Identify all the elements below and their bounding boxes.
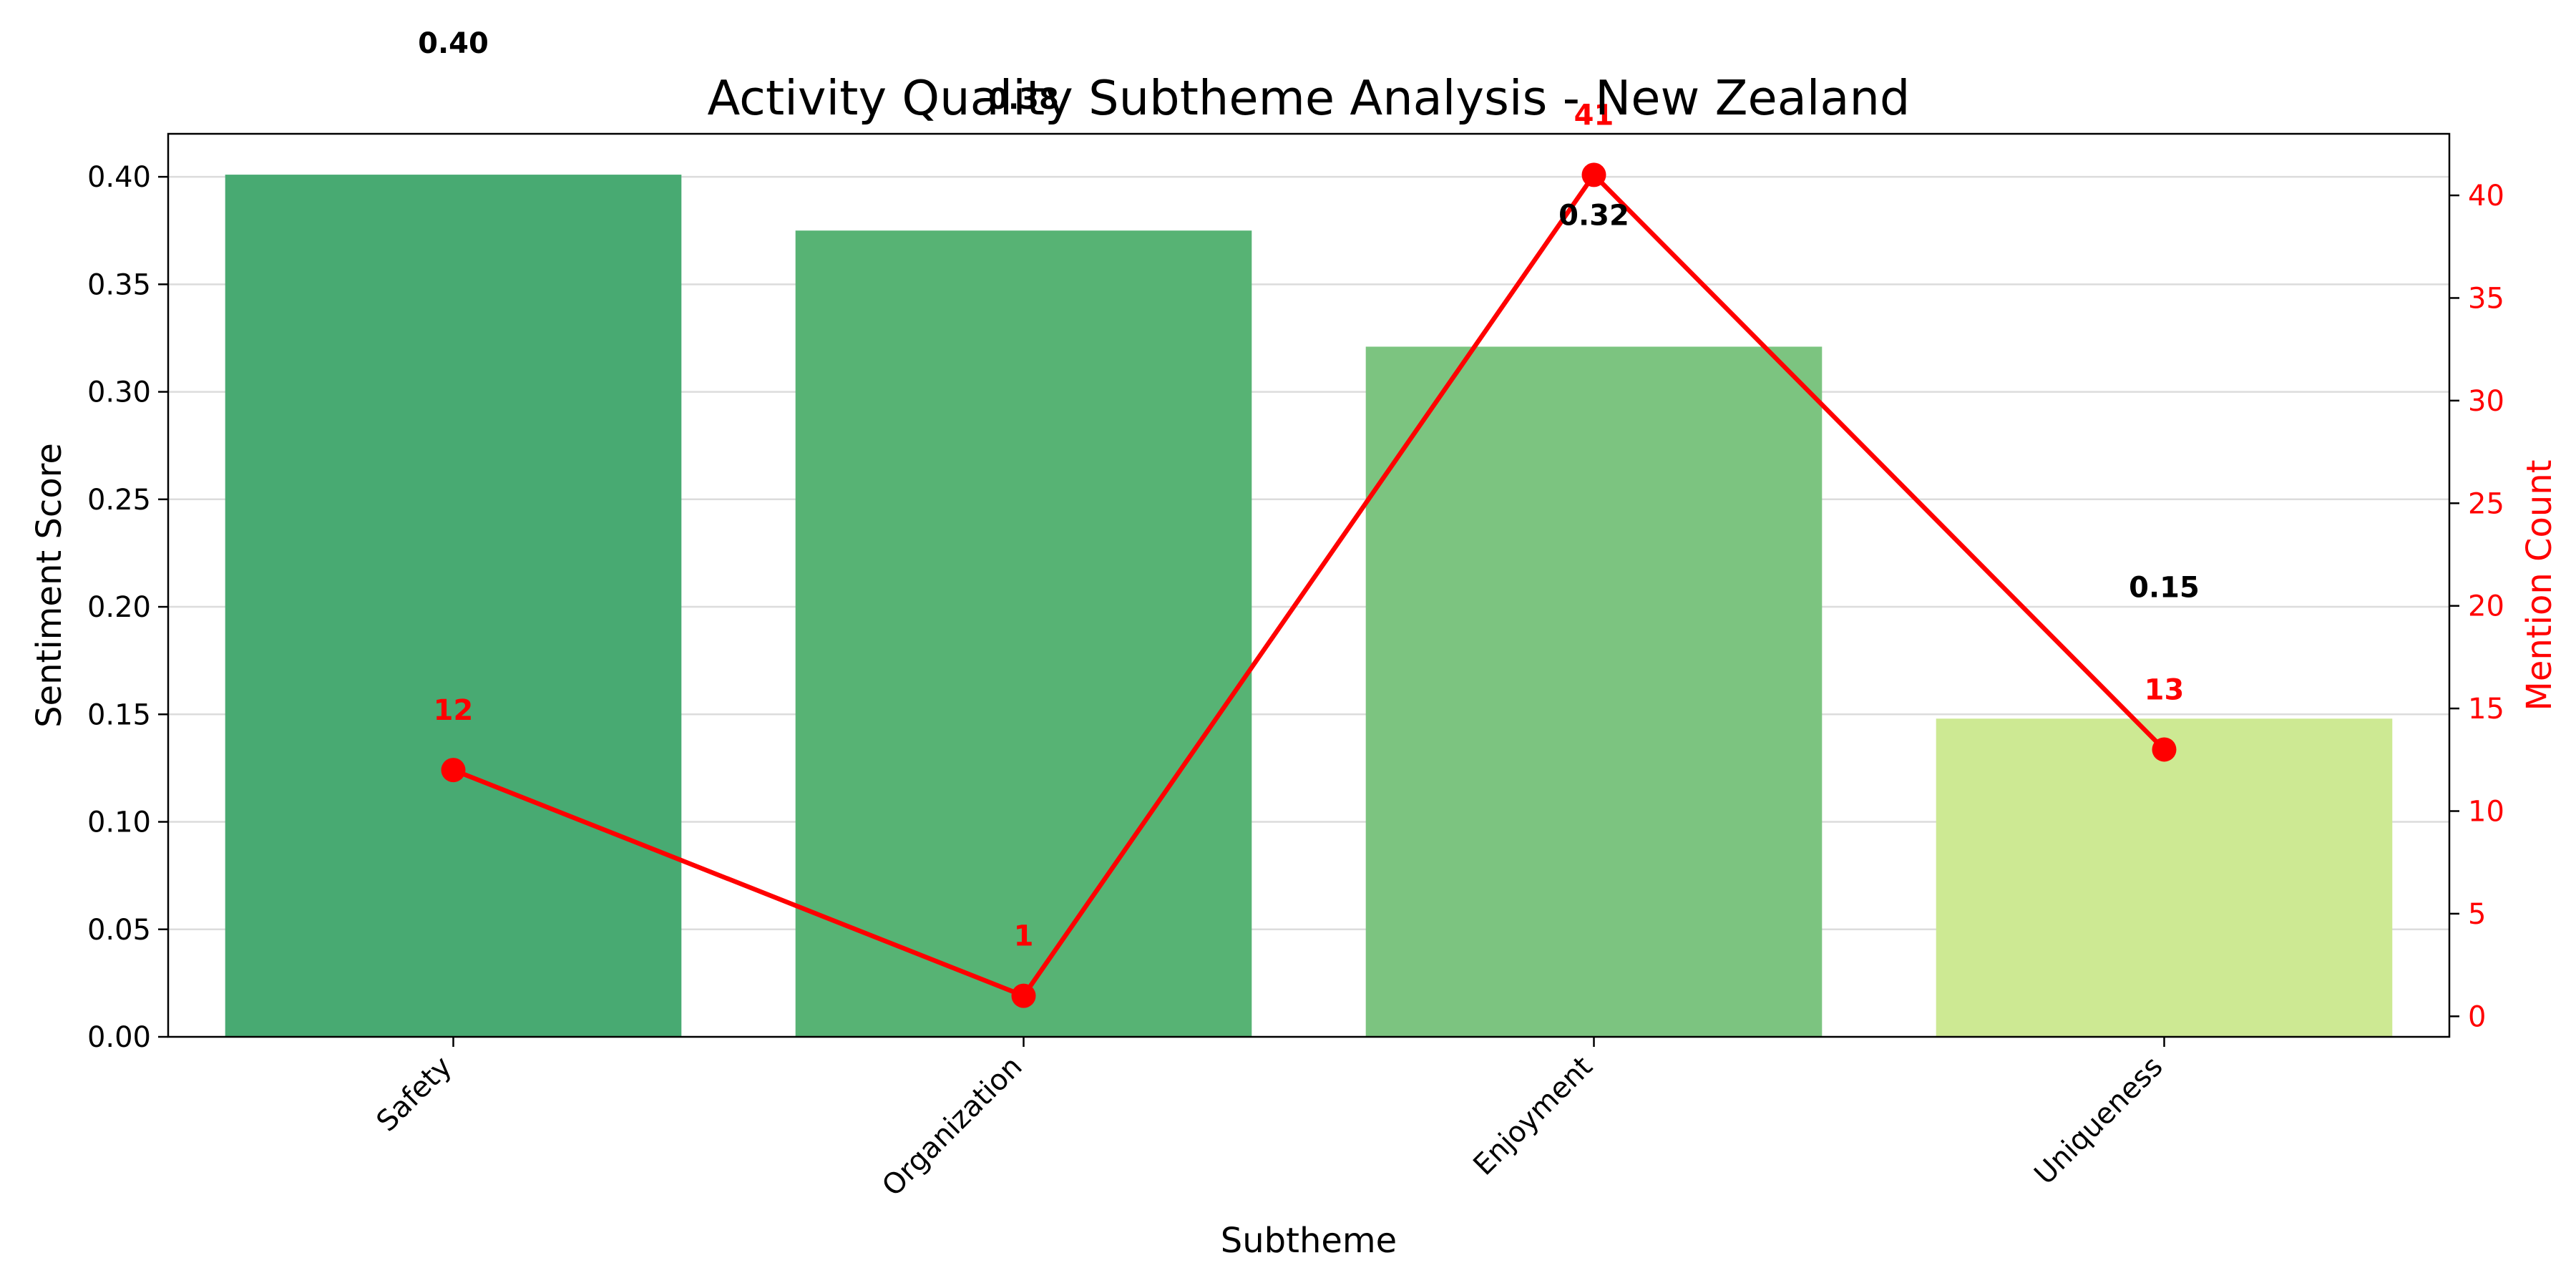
bar-value-label: 0.38: [988, 83, 1059, 116]
y-tick-label: 0.25: [87, 484, 151, 517]
y-axis-label: Sentiment Score: [29, 443, 69, 728]
plot-frame: [167, 132, 2451, 1038]
x-tick-label-enjoyment: Enjoyment: [1467, 1050, 1599, 1182]
y-tick-label: 0.15: [87, 698, 151, 731]
y-tick-label: 0.00: [87, 1021, 151, 1054]
y2-tick-label: 40: [2468, 180, 2504, 213]
bar-enjoyment: [1365, 346, 1823, 1037]
x-tick-label-safety: Safety: [371, 1050, 459, 1138]
mention-count-point-safety: [441, 758, 466, 783]
bar-uniqueness: [1936, 718, 2393, 1037]
line-value-label: 1: [1014, 920, 1034, 953]
mention-count-line: [452, 171, 2166, 999]
line-value-label: 12: [434, 694, 474, 727]
x-tick-label-uniqueness: Uniqueness: [2028, 1050, 2169, 1191]
y-tick-label: 0.30: [87, 376, 151, 409]
bar-safety: [225, 175, 682, 1038]
y2-tick-label: 10: [2468, 796, 2504, 829]
bar-organization: [795, 230, 1252, 1037]
line-value-label: 13: [2145, 673, 2185, 706]
bar-value-label: 0.40: [418, 27, 489, 60]
x-tick-label-organization: Organization: [876, 1050, 1028, 1203]
y-tick-label: 0.05: [87, 914, 151, 947]
y2-tick-label: 25: [2468, 487, 2504, 520]
y2-tick-label: 5: [2468, 898, 2486, 931]
bar-value-label: 0.32: [1558, 199, 1629, 232]
y2-tick-label: 0: [2468, 1000, 2486, 1033]
y-tick-label: 0.20: [87, 591, 151, 624]
y-tick-label: 0.10: [87, 806, 151, 839]
y-tick-label: 0.40: [87, 161, 151, 194]
y-tick-label: 0.35: [87, 268, 151, 301]
line-value-label: 41: [1574, 99, 1614, 132]
y2-tick-label: 30: [2468, 385, 2504, 418]
label-layer: 0.40 0.38 0.32 0.15 12 1 41 13: [418, 27, 2200, 953]
x-axis-label: Subtheme: [1221, 1221, 1397, 1261]
line-layer: [441, 162, 2177, 1008]
mention-count-point-uniqueness: [2152, 737, 2177, 762]
bar-layer: [225, 175, 2393, 1038]
y2-axis-label: Mention Count: [2519, 459, 2560, 711]
y2-tick-label: 35: [2468, 282, 2504, 315]
bar-value-label: 0.15: [2129, 571, 2200, 604]
chart-title: Activity Quality Subtheme Analysis - New…: [708, 70, 1911, 126]
mention-count-point-enjoyment: [1581, 162, 1606, 187]
y2-tick-label: 15: [2468, 693, 2504, 726]
y2-tick-label: 20: [2468, 590, 2504, 623]
mention-count-point-organization: [1011, 983, 1036, 1008]
